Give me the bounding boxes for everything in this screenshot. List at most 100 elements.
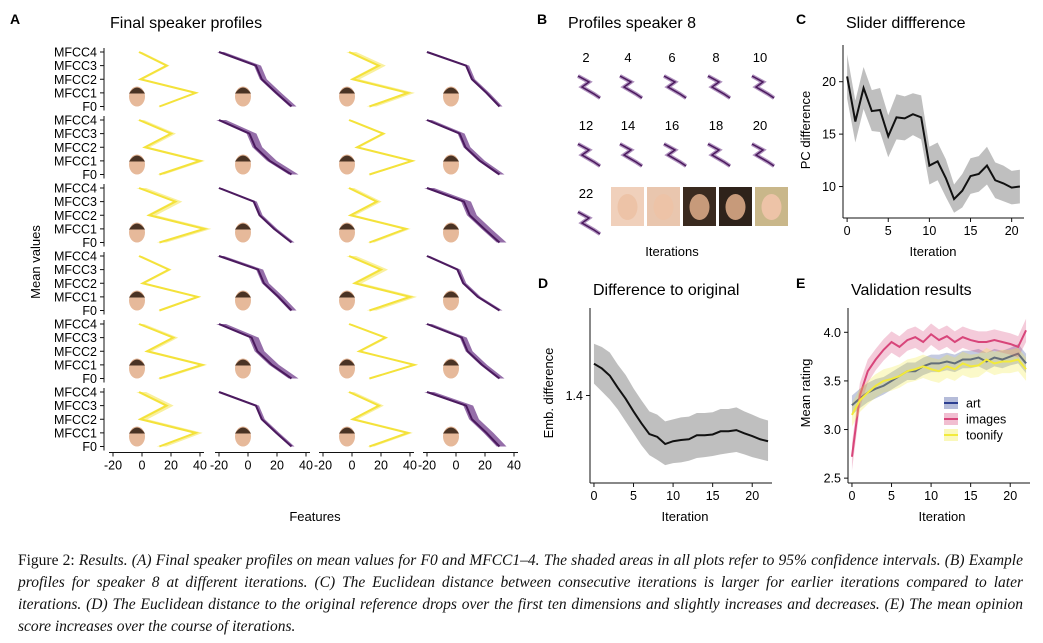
row-label: MFCC3 [54, 127, 97, 141]
row-label: MFCC3 [54, 399, 97, 413]
purple-profile-line [426, 119, 501, 176]
iteration-profile [663, 143, 687, 167]
face-hair [235, 427, 251, 434]
x-tick-label: 5 [888, 489, 895, 503]
x-tick-label: 40 [507, 459, 521, 473]
face-hair [339, 155, 355, 162]
series-ci-band [593, 343, 769, 466]
row-label: MFCC4 [54, 182, 97, 196]
panel-e-letter: E [796, 275, 805, 291]
iteration-profile [619, 143, 643, 167]
face-hair [129, 291, 145, 298]
row-label: MFCC4 [54, 250, 97, 264]
iteration-profile [619, 75, 643, 99]
x-tick-label: 0 [245, 459, 252, 473]
purple-profile-line [218, 119, 293, 176]
x-tick-label: 20 [1003, 489, 1017, 503]
iteration-profile [707, 75, 731, 99]
yellow-profile-line [348, 255, 414, 312]
yellow-profile-band [137, 52, 199, 107]
x-tick-label: 10 [922, 224, 936, 238]
portrait-face [761, 194, 782, 220]
purple-profile-line [218, 187, 293, 244]
panel-d-ylabel: Emb. difference [541, 348, 556, 439]
row-label: MFCC2 [54, 345, 97, 359]
panel-b-letter: B [537, 11, 547, 27]
row-label: MFCC1 [54, 426, 97, 440]
face-hair [443, 291, 459, 298]
panel-b-xlabel: Iterations [645, 244, 699, 259]
face-hair [235, 87, 251, 94]
purple-profile-band [425, 324, 505, 379]
x-tick-label: 20 [164, 459, 178, 473]
x-tick-label: 40 [403, 459, 417, 473]
y-tick-label: 2.5 [824, 472, 841, 486]
y-tick-label: 1.4 [566, 389, 583, 403]
panel-b: B Profiles speaker 8 Iterations 2 4 6 8 10 12… [537, 11, 788, 259]
yellow-profile-line [138, 119, 204, 176]
series-line [593, 362, 769, 446]
yellow-profile-line [347, 187, 410, 244]
row-label: MFCC2 [54, 413, 97, 427]
legend-label-images: images [966, 413, 1006, 427]
purple-profile-line [218, 51, 293, 108]
iteration-profile [577, 211, 601, 235]
panel-c-plot: 10 15 20 0 5 10 15 20 [822, 45, 1024, 238]
row-label: MFCC2 [54, 141, 97, 155]
row-label: MFCC2 [54, 73, 97, 87]
iteration-label: 12 [579, 118, 593, 133]
panel-c-title: Slider diffference [846, 15, 966, 32]
panel-b-title: Profiles speaker 8 [568, 15, 696, 32]
x-tick-label: 10 [924, 489, 938, 503]
row-label: F0 [82, 372, 97, 386]
portrait-face [689, 194, 710, 220]
face-hair [129, 223, 145, 230]
face-hair [443, 155, 459, 162]
x-tick-label: -20 [104, 459, 122, 473]
y-tick-label: 20 [822, 75, 836, 89]
iteration-profile [751, 75, 775, 99]
y-tick-label: 15 [822, 128, 836, 142]
face-hair [339, 223, 355, 230]
y-tick-label: 3.0 [824, 423, 841, 437]
images-line [850, 329, 1027, 457]
x-tick-label: 0 [590, 489, 597, 503]
x-tick-label: 0 [848, 489, 855, 503]
face-hair [339, 87, 355, 94]
art-line [851, 352, 1027, 406]
x-tick-label: 15 [706, 489, 720, 503]
x-tick-label: 15 [964, 489, 978, 503]
purple-profile-band [424, 392, 507, 447]
row-label: F0 [82, 440, 97, 454]
purple-profile-band [217, 256, 297, 311]
row-label: MFCC1 [54, 358, 97, 372]
x-tick-label: 0 [139, 459, 146, 473]
iteration-profile [707, 143, 731, 167]
purple-profile-band [424, 188, 507, 243]
panel-e-xlabel: Iteration [919, 509, 966, 524]
legend-label-toonify: toonify [966, 429, 1004, 443]
x-tick-label: 20 [374, 459, 388, 473]
yellow-profile-line [348, 391, 412, 448]
x-tick-label: 10 [666, 489, 680, 503]
legend-label-art: art [966, 397, 981, 411]
row-label: MFCC4 [54, 386, 97, 400]
panel-e-plot: 2.5 3.0 3.5 4.0 0 5 10 15 20 art images toonify [824, 308, 1030, 503]
panel-b-iterations: 2 4 6 8 10 12 14 16 18 20 22 [577, 50, 776, 236]
portrait-face [617, 194, 638, 220]
panel-a: A Final speaker profiles Mean values Fea… [10, 11, 521, 524]
panel-c-letter: C [796, 11, 806, 27]
yellow-profile-band [346, 256, 417, 311]
x-tick-label: -20 [210, 459, 228, 473]
face-hair [443, 359, 459, 366]
purple-profile-band [217, 188, 295, 243]
row-label: MFCC4 [54, 114, 97, 128]
panel-a-letter: A [10, 11, 20, 27]
row-label: MFCC4 [54, 46, 97, 60]
iteration-profile [577, 143, 601, 167]
row-label: F0 [82, 168, 97, 182]
panel-e-ylabel: Mean rating [798, 359, 813, 428]
yellow-profile-line [138, 255, 202, 312]
purple-profile-band [216, 120, 299, 175]
row-label: MFCC2 [54, 209, 97, 223]
